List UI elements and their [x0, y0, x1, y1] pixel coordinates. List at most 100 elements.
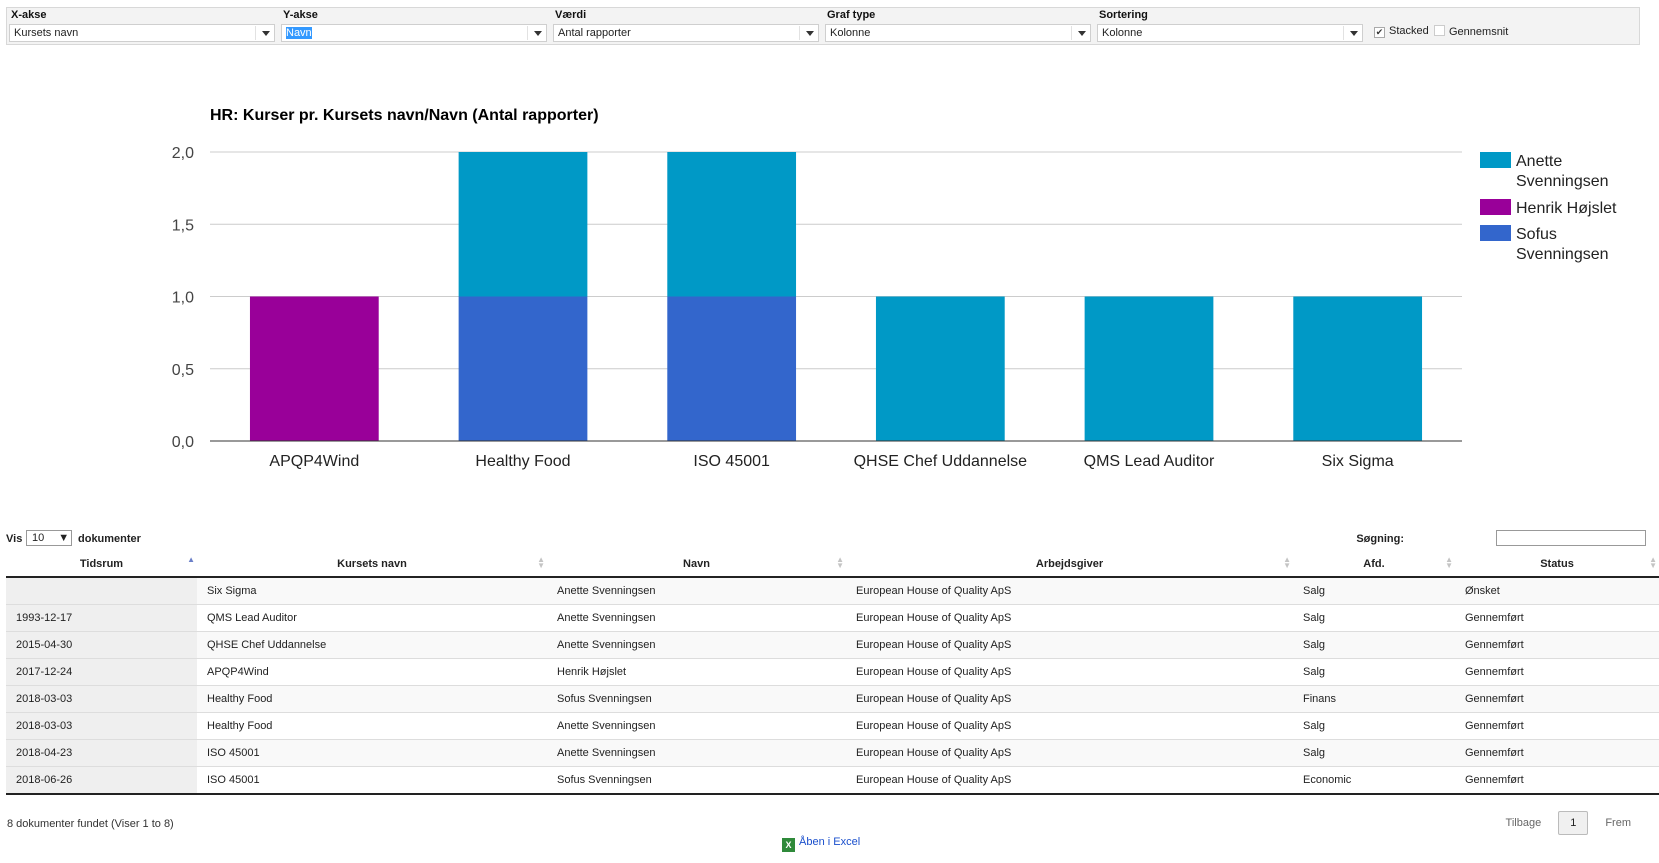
table-cell: European House of Quality ApS	[846, 685, 1293, 713]
x-axis-select[interactable]: Kursets navn	[9, 24, 275, 42]
table-cell: Henrik Højslet	[547, 658, 846, 686]
column-header[interactable]: Afd. ▲ ▼	[1293, 551, 1455, 578]
table-row[interactable]: 2018-03-03 Healthy Food Anette Svenningsen…	[6, 712, 1659, 740]
table-row[interactable]: 1993-12-17 QMS Lead Auditor Anette Svennin…	[6, 604, 1659, 632]
column-header-label: Afd.	[1363, 557, 1385, 570]
column-header[interactable]: Kursets navn ▲ ▼	[197, 551, 547, 578]
pagination: Tilbage 1 Frem	[1506, 811, 1631, 835]
stacked-label: Stacked	[1389, 25, 1429, 37]
y-axis-value: Navn	[286, 27, 312, 39]
table-cell: Anette Svenningsen	[547, 604, 846, 632]
table-cell: Gennemført	[1455, 712, 1659, 740]
y-axis-filter: Y-akse Navn	[279, 9, 551, 42]
legend-label: Svenningsen	[1516, 246, 1609, 263]
table-row[interactable]: Six Sigma Anette Svenningsen European Hous…	[6, 577, 1659, 605]
table-cell: 1993-12-17	[6, 604, 197, 632]
prev-page-button[interactable]: Tilbage	[1505, 817, 1542, 829]
bar	[458, 296, 588, 441]
stacked-checkbox[interactable]: ✔ Stacked	[1374, 25, 1429, 38]
sorting-value: Kolonne	[1102, 27, 1143, 39]
table-row[interactable]: 2015-04-30 QHSE Chef Uddannelse Anette Sve…	[6, 631, 1659, 659]
table-cell: Anette Svenningsen	[547, 712, 846, 740]
x-axis-filter: X-akse Kursets navn	[7, 9, 279, 42]
show-label: Vis	[6, 533, 23, 545]
table-cell: Anette Svenningsen	[547, 739, 846, 767]
average-label: Gennemsnit	[1449, 26, 1509, 38]
table-cell: Healthy Food	[197, 712, 547, 740]
x-tick-label: ISO 45001	[693, 453, 770, 470]
table-cell: Salg	[1293, 631, 1455, 659]
table-cell: Salg	[1293, 739, 1455, 767]
table-cell: Gennemført	[1455, 739, 1659, 767]
sort-icon: ▲ ▼	[1445, 555, 1453, 570]
sort-icon: ▲ ▼	[836, 555, 844, 570]
table-row[interactable]: 2018-06-26 ISO 45001 Sofus Svenningsen Euro…	[6, 766, 1659, 795]
y-tick-label: 1,0	[172, 290, 194, 307]
x-tick-label: QHSE Chef Uddannelse	[854, 453, 1028, 470]
table-cell: Salg	[1293, 712, 1455, 740]
open-excel-label: Åben i Excel	[799, 836, 861, 848]
table-cell: 2015-04-30	[6, 631, 197, 659]
table-cell: Gennemført	[1455, 658, 1659, 686]
column-header[interactable]: Arbejdsgiver ▲ ▼	[846, 551, 1293, 578]
value-value: Antal rapporter	[558, 27, 631, 39]
table-cell: 2018-03-03	[6, 712, 197, 740]
excel-icon: X	[782, 838, 795, 852]
table-cell: 2018-06-26	[6, 766, 197, 795]
legend-swatch	[1480, 152, 1511, 168]
table-cell: Salg	[1293, 658, 1455, 686]
value-label: Værdi	[555, 9, 587, 21]
legend-swatch	[1480, 225, 1511, 241]
graph-type-label: Graf type	[827, 9, 876, 21]
column-header[interactable]: Status ▲ ▼	[1455, 551, 1659, 578]
triangle-down-icon: ▼	[58, 532, 70, 544]
column-header[interactable]: Tidsrum ▲	[6, 551, 197, 578]
chart: 0,0 0,5 1,0 1,5 2,0 APQP4Wind Healthy Food ISO …	[172, 145, 1617, 470]
table-cell: Salg	[1293, 604, 1455, 632]
table-cell: Anette Svenningsen	[547, 631, 846, 659]
legend-label: Sofus	[1516, 226, 1557, 243]
page-size-select[interactable]: 10 ▼	[26, 530, 72, 546]
filter-bar: X-akse Kursets navn Y-akse Navn Værdi An…	[6, 7, 1640, 45]
bar	[667, 296, 797, 441]
table-cell: QMS Lead Auditor	[197, 604, 547, 632]
table-cell: European House of Quality ApS	[846, 712, 1293, 740]
chevron-down-icon	[262, 31, 270, 36]
average-checkbox[interactable]: Gennemsnit	[1434, 25, 1508, 38]
table-cell: Gennemført	[1455, 685, 1659, 713]
value-select[interactable]: Antal rapporter	[553, 24, 819, 42]
sorting-label: Sortering	[1099, 9, 1148, 21]
column-header[interactable]: Navn ▲ ▼	[547, 551, 846, 578]
x-tick-label: Six Sigma	[1322, 453, 1394, 470]
y-axis-select[interactable]: Navn	[281, 24, 547, 42]
chart-title: HR: Kurser pr. Kursets navn/Navn (Antal …	[210, 107, 599, 124]
table-controls: Vis 10 ▼ dokumenter Søgning:	[6, 530, 1646, 552]
table-cell: 2017-12-24	[6, 658, 197, 686]
open-excel-link[interactable]: X Åben i Excel	[782, 836, 860, 852]
chevron-down-icon	[534, 31, 542, 36]
table-body: Six Sigma Anette Svenningsen European Hous…	[6, 577, 1659, 795]
sorting-filter: Sortering Kolonne	[1095, 9, 1367, 42]
next-page-button[interactable]: Frem	[1605, 817, 1631, 829]
table-row[interactable]: 2018-03-03 Healthy Food Sofus Svenningsen E…	[6, 685, 1659, 713]
sorting-select[interactable]: Kolonne	[1097, 24, 1363, 42]
page-number-button[interactable]: 1	[1558, 811, 1589, 835]
table-cell: APQP4Wind	[197, 658, 547, 686]
x-tick-label: QMS Lead Auditor	[1084, 453, 1215, 470]
bar	[1293, 296, 1423, 441]
data-table: Tidsrum ▲ Kursets navn ▲ ▼ Navn ▲ ▼ Arbejdsgiver…	[6, 551, 1659, 795]
search-input[interactable]	[1496, 530, 1646, 546]
table-row[interactable]: 2018-04-23 ISO 45001 Anette Svenningsen Eur…	[6, 739, 1659, 767]
table-cell: 2018-03-03	[6, 685, 197, 713]
table-cell: ISO 45001	[197, 739, 547, 767]
bar	[667, 152, 797, 297]
bar	[458, 152, 588, 297]
graph-type-select[interactable]: Kolonne	[825, 24, 1091, 42]
table-cell: Healthy Food	[197, 685, 547, 713]
table-row[interactable]: 2017-12-24 APQP4Wind Henrik Højslet Europea…	[6, 658, 1659, 686]
column-header-label: Tidsrum	[79, 557, 124, 570]
legend-label: Anette	[1516, 153, 1562, 170]
table-cell: Anette Svenningsen	[547, 577, 846, 605]
bar	[249, 296, 379, 441]
x-tick-label: APQP4Wind	[269, 453, 359, 470]
